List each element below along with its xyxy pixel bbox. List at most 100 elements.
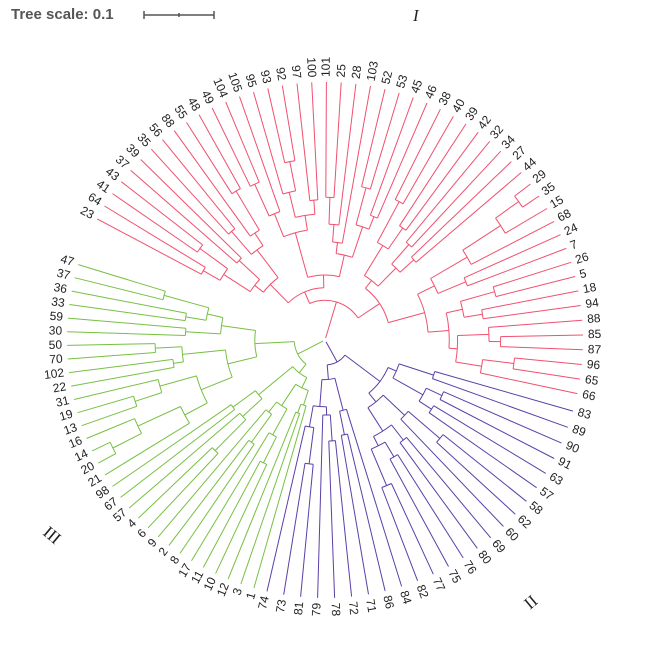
group_I-branch <box>254 183 270 217</box>
group_I-branch <box>482 359 514 364</box>
group_II-branch <box>326 364 329 380</box>
group_I-arc <box>263 277 279 293</box>
leaf-label: 38 <box>436 89 455 107</box>
group_I-arc <box>399 225 407 231</box>
group_III-arc <box>254 330 258 357</box>
group_II-branch <box>392 377 424 396</box>
leaf-label: 97 <box>289 64 304 79</box>
group_I-branch <box>311 82 319 200</box>
group_I-arc <box>370 214 378 219</box>
group_I-branch <box>313 200 316 215</box>
group_III-stem <box>297 340 324 355</box>
group_III-branch <box>128 412 241 509</box>
group_I-branch <box>239 96 281 212</box>
group_II-branch <box>319 379 323 407</box>
group_I-branch <box>376 201 400 243</box>
leaf-label: 102 <box>43 365 65 381</box>
group_I-branch <box>455 361 482 367</box>
group_III-arc <box>211 447 219 454</box>
leaf-label: 24 <box>562 220 580 238</box>
leaf-label: 78 <box>329 603 343 617</box>
group_II-branch <box>426 387 443 397</box>
group_III-branch <box>157 409 267 538</box>
group_III-branch <box>112 432 142 449</box>
group_III-branch <box>250 414 273 443</box>
leaf-label: 53 <box>393 73 410 90</box>
leaf-label: 76 <box>461 558 480 577</box>
group_I-branch <box>186 122 233 194</box>
group_I-branch <box>467 247 567 287</box>
leaf-label: 95 <box>243 72 260 89</box>
group_I-branch <box>162 139 236 230</box>
group_I-arc <box>462 249 472 265</box>
group_III-branch <box>201 376 233 391</box>
group_I-branch <box>253 91 284 195</box>
leaf-label: 65 <box>584 372 600 388</box>
leaf-label: 84 <box>397 589 414 606</box>
leaf-label: 14 <box>72 446 90 465</box>
leaf-label: 86 <box>380 594 397 611</box>
leaf-label: 23 <box>78 203 97 222</box>
group_II-branch <box>283 463 306 595</box>
group_I-branch <box>325 81 327 198</box>
group_I-branch <box>481 290 579 311</box>
group_II-stem <box>325 341 338 363</box>
leaf-label: 45 <box>408 77 426 95</box>
group_I-branch <box>294 232 309 278</box>
group_III-branch <box>301 377 308 389</box>
group_II-branch <box>370 448 388 486</box>
clade-label-I: I <box>412 6 420 25</box>
group_II-branch <box>442 434 527 502</box>
leaf-label: 15 <box>547 192 566 211</box>
group_II-arc <box>400 410 409 420</box>
group_III-branch <box>281 384 297 406</box>
group_I-arc <box>231 188 241 195</box>
group_II-branch <box>347 433 386 592</box>
group_I-branch <box>223 273 251 293</box>
group_III-branch <box>86 418 135 439</box>
group_III-branch <box>297 404 302 413</box>
leaf-label: 58 <box>526 498 545 517</box>
group_I-arc <box>228 228 236 235</box>
group_I-arc <box>309 199 318 202</box>
group_II-branch <box>439 399 555 459</box>
group_III-branch <box>173 361 184 364</box>
group_I-branch <box>198 114 241 189</box>
leaf-label: 25 <box>334 63 349 78</box>
tree-scale-label: Tree scale: 0.1 <box>11 6 114 23</box>
leaf-label: 88 <box>587 311 602 326</box>
group_II-branch <box>406 437 492 539</box>
group_III-branch <box>74 277 164 301</box>
group_I-branch <box>281 85 296 161</box>
group_I-branch <box>267 88 286 163</box>
group_I-branch <box>495 276 576 298</box>
group_III-branch <box>159 375 197 387</box>
group_II-branch <box>373 436 379 447</box>
group_II-branch <box>344 354 381 382</box>
group_III-branch <box>240 413 301 585</box>
leaf-label: 26 <box>573 249 590 266</box>
group_I-branch <box>256 249 279 279</box>
leaf-label: 70 <box>49 352 64 367</box>
group_I-arc <box>411 256 417 263</box>
leaf-label: 72 <box>346 601 361 616</box>
group_I-branch <box>411 150 502 248</box>
group_I-arc <box>514 195 523 208</box>
group_II-branch <box>334 378 344 411</box>
group_II-branch <box>368 392 377 403</box>
group_I-branch <box>462 225 501 251</box>
group_I-branch <box>199 248 228 270</box>
group_I-branch <box>203 270 221 281</box>
group_II-branch <box>329 414 333 441</box>
group_III-branch <box>168 439 250 546</box>
group_III-branch <box>71 366 175 387</box>
clade-label-III: III <box>39 523 64 549</box>
group_I-branch <box>427 330 449 333</box>
group_I-branch <box>140 159 242 259</box>
group_I-branch <box>463 313 483 318</box>
group_I-arc <box>479 359 484 374</box>
group_I-branch <box>430 256 468 279</box>
group_I-branch <box>351 226 364 258</box>
group_III-branch <box>185 331 221 335</box>
leaf-label: 36 <box>53 280 69 296</box>
